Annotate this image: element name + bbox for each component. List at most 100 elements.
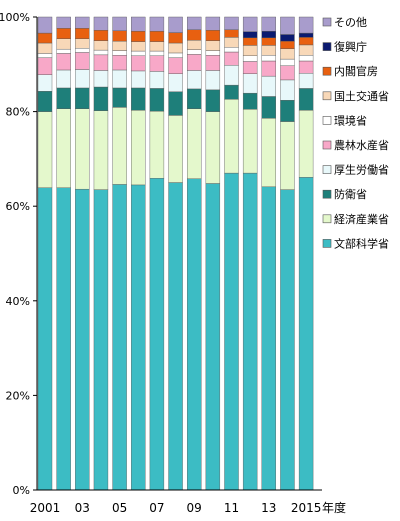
x-tick-label: 2015 (291, 501, 322, 515)
bar-segment-2015-8 (298, 32, 314, 38)
bar-segment-2002-0 (56, 187, 71, 491)
bar-segment-2005-1 (112, 107, 127, 185)
legend-swatch (322, 140, 332, 150)
bar-segment-2014-6 (280, 48, 295, 60)
bar-segment-2006-9 (131, 16, 146, 32)
bar-segment-2007-6 (149, 41, 165, 52)
bar-segment-2003-9 (75, 16, 90, 29)
bar-segment-2003-6 (75, 38, 90, 49)
y-tick-label: 0% (13, 484, 30, 497)
bar-segment-2003-0 (75, 188, 90, 491)
bar-segment-2011-0 (224, 172, 239, 491)
bar-segment-2004-3 (93, 70, 109, 88)
bar-segment-2012-6 (242, 45, 258, 56)
bar-segment-2014-9 (280, 16, 295, 35)
x-tick-label: 2001 (30, 501, 61, 515)
bar-segment-2005-3 (112, 69, 127, 89)
bar-segment-2015-1 (298, 109, 314, 178)
bar-segment-2004-4 (93, 54, 109, 71)
bar-segment-2001-2 (37, 91, 53, 112)
legend-swatch (322, 42, 332, 51)
bar-segment-2003-1 (75, 108, 90, 190)
bar-segment-2004-0 (93, 189, 109, 491)
bar-segment-2011-3 (224, 65, 239, 86)
legend-swatch (322, 17, 332, 27)
bars-layer (37, 16, 314, 491)
bar-segment-2008-6 (168, 42, 183, 54)
bar-segment-2007-3 (149, 71, 165, 89)
bar-segment-2010-0 (205, 183, 221, 491)
bar-segment-2012-4 (242, 61, 258, 74)
bar-segment-2012-0 (242, 172, 258, 491)
bar-segment-2002-6 (56, 38, 71, 50)
legend-label: 経済産業省 (334, 212, 389, 226)
bar-segment-2006-6 (131, 41, 146, 52)
bar-segment-2013-7 (261, 37, 276, 46)
bar-segment-2001-6 (37, 42, 53, 54)
x-unit-label: 年度 (322, 500, 346, 515)
bar-segment-2009-0 (186, 178, 202, 491)
legend-swatch (322, 116, 332, 125)
bar-segment-2007-1 (149, 110, 165, 179)
legend-label: 復興庁 (334, 40, 367, 54)
bar-segment-2014-5 (280, 58, 295, 66)
bar-segment-2001-1 (37, 111, 53, 188)
x-tick-label: 07 (149, 501, 164, 515)
bar-segment-2011-4 (224, 51, 239, 66)
bar-segment-2005-4 (112, 55, 127, 71)
bar-segment-2012-9 (242, 16, 258, 32)
bar-segment-2011-1 (224, 99, 239, 174)
bar-segment-2001-5 (37, 53, 53, 58)
bar-segment-2015-6 (298, 44, 314, 56)
bar-segment-2013-8 (261, 30, 276, 39)
bar-segment-2007-0 (149, 178, 165, 491)
bar-segment-2004-7 (93, 30, 109, 41)
legend: その他復興庁内閣官房国土交通省環境省農林水産省厚生労働省防衛省経済産業省文部科学… (322, 16, 389, 250)
bar-segment-2007-7 (149, 30, 165, 42)
y-axis: 0% 20% 40% 60% 80% 100% (0, 11, 38, 497)
x-tick-label: 09 (187, 501, 202, 515)
x-axis: 2001 03 05 07 09 11 13 2015 (30, 489, 322, 515)
bar-segment-2012-1 (242, 109, 258, 174)
bar-segment-2005-2 (112, 87, 127, 108)
y-tick-label: 40% (6, 295, 30, 308)
bar-segment-2013-6 (261, 45, 276, 56)
bar-segment-2006-2 (131, 87, 146, 111)
legend-swatch (322, 189, 332, 199)
bar-segment-2005-9 (112, 16, 127, 31)
bar-segment-2008-3 (168, 73, 183, 92)
legend-label: 国土交通省 (334, 89, 389, 103)
bar-segment-2010-6 (205, 40, 221, 51)
bar-segment-2013-9 (261, 16, 276, 32)
bar-segment-2008-9 (168, 16, 183, 33)
bar-segment-2001-0 (37, 187, 53, 491)
bar-segment-2014-2 (280, 100, 295, 122)
bar-segment-2014-0 (280, 189, 295, 491)
bar-segment-2011-7 (224, 29, 239, 38)
bar-segment-2015-4 (298, 60, 314, 74)
bar-segment-2015-5 (298, 55, 314, 62)
bar-segment-2015-3 (298, 73, 314, 89)
bar-segment-2010-3 (205, 70, 221, 91)
bar-segment-2005-5 (112, 50, 127, 56)
bar-segment-2010-4 (205, 55, 221, 71)
bar-segment-2009-4 (186, 54, 202, 71)
bar-segment-2012-8 (242, 31, 258, 39)
bar-segment-2009-2 (186, 88, 202, 109)
bar-segment-2012-2 (242, 92, 258, 110)
bar-segment-2006-0 (131, 184, 146, 491)
legend-label: 農林水産省 (334, 138, 389, 152)
bar-segment-2007-4 (149, 55, 165, 72)
bar-segment-2004-1 (93, 110, 109, 190)
bar-segment-2009-7 (186, 29, 202, 41)
bar-segment-2006-3 (131, 70, 146, 89)
bar-segment-2002-4 (56, 53, 71, 71)
bar-segment-2003-2 (75, 87, 90, 109)
bar-segment-2002-7 (56, 28, 71, 39)
bar-segment-2001-9 (37, 16, 53, 34)
bar-segment-2012-3 (242, 73, 258, 94)
bar-segment-2008-5 (168, 52, 183, 58)
bar-segment-2006-1 (131, 109, 146, 186)
bar-segment-2014-3 (280, 79, 295, 101)
bar-segment-2011-5 (224, 47, 239, 53)
